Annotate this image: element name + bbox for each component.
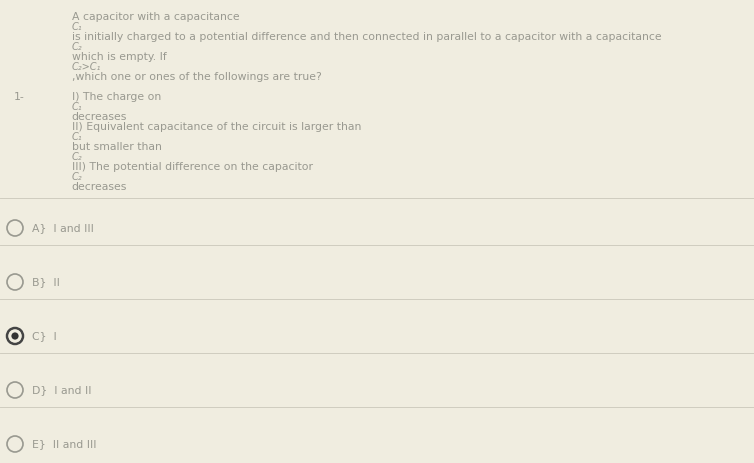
Text: I) The charge on: I) The charge on <box>72 92 161 102</box>
Text: A capacitor with a capacitance: A capacitor with a capacitance <box>72 12 239 22</box>
Circle shape <box>9 330 21 342</box>
Text: C₁: C₁ <box>72 132 82 142</box>
Text: decreases: decreases <box>72 182 127 192</box>
Text: A}  I and III: A} I and III <box>32 223 94 233</box>
Text: C₂>C₁: C₂>C₁ <box>72 62 101 72</box>
Text: D}  I and II: D} I and II <box>32 385 91 395</box>
Text: but smaller than: but smaller than <box>72 142 161 152</box>
Text: C₁: C₁ <box>72 102 82 112</box>
Text: decreases: decreases <box>72 112 127 122</box>
Circle shape <box>11 332 19 339</box>
Text: C₂: C₂ <box>72 172 82 182</box>
Text: C₂: C₂ <box>72 42 82 52</box>
Text: C}  I: C} I <box>32 331 57 341</box>
Text: II) Equivalent capacitance of the circuit is larger than: II) Equivalent capacitance of the circui… <box>72 122 361 132</box>
Text: III) The potential difference on the capacitor: III) The potential difference on the cap… <box>72 162 313 172</box>
Text: which is empty. If: which is empty. If <box>72 52 167 62</box>
Text: C₂: C₂ <box>72 152 82 162</box>
Text: C₁: C₁ <box>72 22 82 32</box>
Text: E}  II and III: E} II and III <box>32 439 97 449</box>
Text: is initially charged to a potential difference and then connected in parallel to: is initially charged to a potential diff… <box>72 32 661 42</box>
Text: 1-: 1- <box>14 92 24 102</box>
Text: ,which one or ones of the followings are true?: ,which one or ones of the followings are… <box>72 72 321 82</box>
Text: B}  II: B} II <box>32 277 60 287</box>
Circle shape <box>11 332 20 340</box>
